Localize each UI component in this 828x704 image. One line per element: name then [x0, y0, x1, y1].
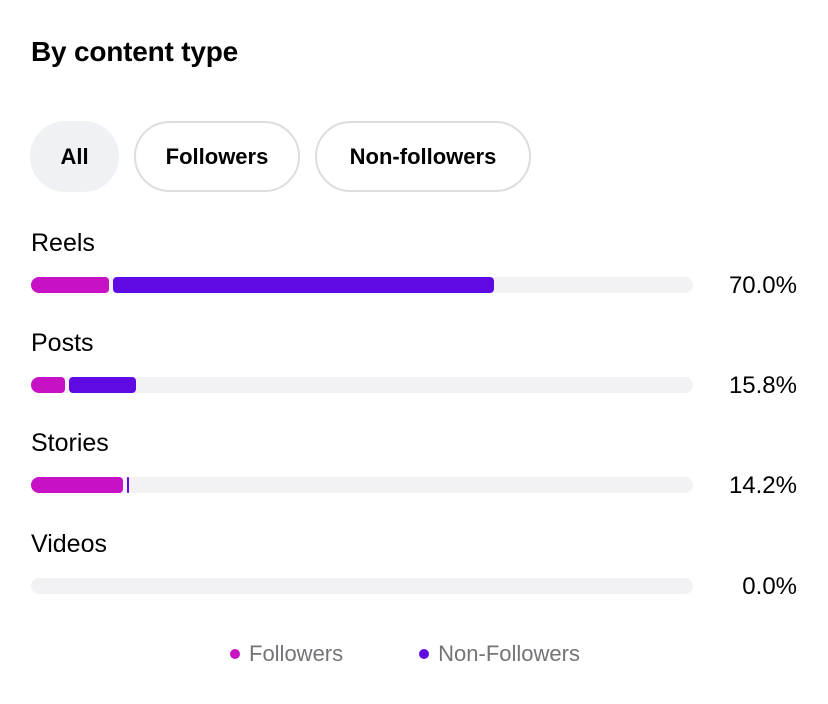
non-followers-segment — [113, 277, 495, 293]
row-percent: 15.8% — [728, 372, 797, 399]
row-percent: 70.0% — [728, 272, 797, 299]
row-percent: 14.2% — [728, 472, 797, 499]
non-followers-segment — [69, 377, 136, 393]
row-label: Stories — [31, 429, 109, 457]
legend-item-non-followers: Non-Followers — [419, 641, 580, 667]
legend-label-non-followers: Non-Followers — [438, 641, 580, 666]
progress-track — [31, 277, 693, 293]
filter-chips: All Followers Non-followers — [30, 121, 531, 192]
row-label: Reels — [31, 229, 95, 257]
progress-track — [31, 477, 693, 493]
progress-track — [31, 377, 693, 393]
followers-segment — [31, 377, 66, 393]
row-label: Posts — [31, 329, 94, 357]
followers-dot-icon — [230, 649, 240, 659]
filter-chip-followers[interactable]: Followers — [134, 121, 300, 192]
filter-chip-non-followers[interactable]: Non-followers — [315, 121, 531, 192]
non-followers-dot-icon — [419, 649, 430, 659]
page-title: By content type — [31, 36, 239, 67]
followers-segment — [31, 277, 110, 293]
filter-chip-all[interactable]: All — [30, 121, 119, 192]
followers-segment — [31, 477, 124, 493]
row-percent: 0.0% — [742, 573, 797, 600]
legend-item-followers: Followers — [230, 641, 343, 667]
progress-track — [31, 578, 693, 594]
non-followers-segment — [127, 477, 130, 493]
row-label: Videos — [31, 530, 107, 558]
legend-label-followers: Followers — [249, 641, 344, 666]
chart-legend: Followers Non-Followers — [230, 641, 580, 667]
